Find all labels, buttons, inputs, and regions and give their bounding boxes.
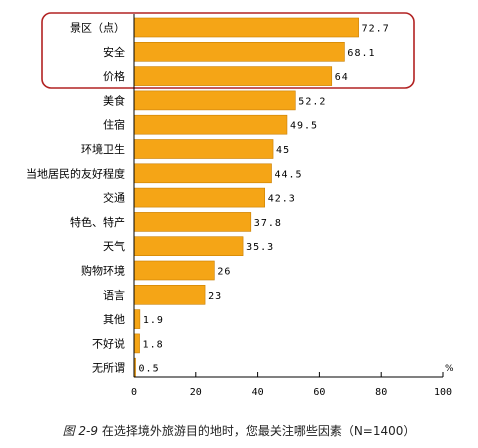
bar — [133, 187, 266, 208]
category-label: 特色、特产 — [70, 215, 125, 229]
figure-caption: 图 2-9 在选择境外旅游目的地时，您最关注哪些因素（N=1400） — [0, 422, 478, 439]
bar — [133, 212, 252, 232]
bar — [133, 284, 206, 305]
category-label: 天气 — [103, 239, 125, 253]
bar — [133, 236, 244, 256]
bar — [133, 114, 288, 135]
value-label: 64 — [335, 72, 349, 83]
category-label: 美食 — [103, 93, 125, 107]
value-label: 35.3 — [246, 242, 274, 253]
bar — [133, 333, 140, 354]
category-label: 交通 — [103, 191, 125, 205]
category-label: 安全 — [103, 45, 125, 59]
category-label: 当地居民的友好程度 — [26, 166, 125, 180]
value-label: 1.9 — [143, 315, 164, 326]
value-label: 52.2 — [298, 96, 326, 107]
bar — [133, 260, 215, 281]
x-tick-label: 60 — [313, 387, 325, 398]
value-label: 68.1 — [347, 48, 375, 59]
category-label: 景区（点） — [70, 22, 125, 35]
category-label: 住宿 — [103, 118, 125, 132]
value-label: 72.7 — [362, 24, 390, 35]
bar — [133, 139, 274, 159]
x-tick-label: 80 — [375, 387, 387, 398]
category-label: 价格 — [103, 69, 125, 83]
category-label: 购物环境 — [81, 264, 125, 278]
figure-number: 图 2-9 — [62, 424, 98, 438]
value-label: 0.5 — [139, 364, 160, 375]
value-label: 44.5 — [275, 169, 303, 180]
value-label: 42.3 — [268, 194, 296, 205]
category-label: 语言 — [103, 289, 125, 302]
unit-label: % — [445, 364, 454, 374]
x-tick-label: 40 — [252, 387, 264, 398]
value-label: 49.5 — [290, 121, 318, 132]
caption-text: 在选择境外旅游目的地时，您最关注哪些因素（N=1400） — [101, 424, 416, 438]
bar — [133, 309, 141, 329]
value-label: 26 — [217, 267, 231, 278]
value-label: 37.8 — [254, 218, 282, 229]
category-label: 环境卫生 — [81, 142, 125, 156]
category-label: 无所谓 — [92, 362, 125, 375]
category-label: 其他 — [103, 313, 125, 326]
value-label: 45 — [276, 145, 290, 156]
bar — [133, 90, 296, 111]
bar — [133, 163, 272, 184]
value-label: 23 — [208, 291, 222, 302]
bar — [133, 17, 359, 38]
x-tick-label: 100 — [434, 387, 452, 398]
highlight-box — [41, 12, 415, 89]
bar — [133, 41, 345, 62]
category-label: 不好说 — [92, 336, 125, 350]
value-label: 1.8 — [143, 339, 164, 350]
x-tick-label: 20 — [190, 387, 202, 398]
bar — [133, 66, 333, 86]
x-tick-label: 0 — [131, 387, 137, 398]
